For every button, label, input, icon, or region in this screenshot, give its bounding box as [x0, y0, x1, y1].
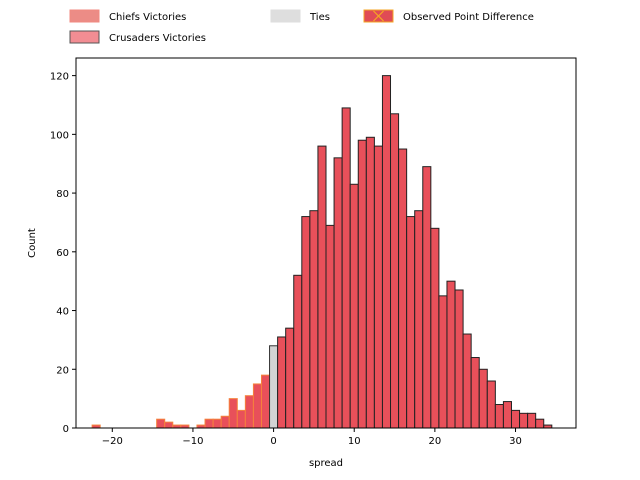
y-tick-label: 40: [56, 307, 69, 318]
bar-crusaders-victories-16: [398, 148, 408, 429]
x-tick-label: 10: [348, 436, 361, 447]
bar-crusaders-victories-3: [293, 274, 303, 429]
x-tick-label: −20: [102, 436, 123, 447]
bar-crusaders-victories-14: [381, 75, 392, 429]
y-tick-label: 100: [50, 130, 69, 141]
y-tick-label: 20: [56, 365, 69, 376]
bar-crusaders-victories-29: [502, 401, 512, 429]
y-tick-label: 0: [63, 424, 69, 435]
bar-chiefs-victories--6: [220, 415, 230, 429]
plot-frame: [75, 57, 577, 429]
bar-crusaders-victories-23: [454, 289, 464, 429]
bar-crusaders-victories-18: [414, 210, 424, 429]
bar-crusaders-victories-8: [333, 157, 343, 429]
bar-chiefs-victories--2: [252, 383, 262, 429]
bar-crusaders-victories-5: [309, 210, 319, 429]
bar-crusaders-victories-21: [438, 295, 448, 429]
bar-crusaders-victories-4: [301, 216, 311, 429]
legend-label: Crusaders Victories: [109, 33, 206, 44]
bar-chiefs-victories--5: [228, 398, 238, 429]
y-tick-label: 80: [56, 189, 69, 200]
legend-entry-ties: Ties: [270, 9, 330, 23]
bar-crusaders-victories-9: [341, 107, 351, 429]
bar-ties-0: [269, 345, 279, 429]
bar-crusaders-victories-19: [422, 166, 432, 429]
bar-chiefs-victories--8: [204, 418, 214, 429]
legend-entry-chiefs-victories: Chiefs Victories: [69, 9, 186, 23]
bar-crusaders-victories-11: [357, 139, 367, 429]
x-tick-label: 0: [270, 436, 276, 447]
x-axis: −20 −10 0 10 20 30: [102, 428, 522, 447]
legend-label: Chiefs Victories: [109, 12, 186, 23]
bar-crusaders-victories-24: [462, 333, 472, 429]
bars: [91, 75, 553, 429]
legend-label: Ties: [309, 12, 330, 23]
x-tick-label: 30: [509, 436, 522, 447]
bar-crusaders-victories-2: [285, 327, 295, 429]
bar-crusaders-victories-32: [527, 412, 537, 429]
bar-crusaders-victories-10: [349, 183, 359, 429]
y-tick-label: 60: [56, 248, 69, 259]
y-axis: 0 20 40 60 80 100 120: [50, 72, 76, 435]
bar-crusaders-victories-13: [373, 145, 383, 429]
bar-chiefs-victories--7: [212, 418, 222, 429]
bar-crusaders-victories-25: [470, 357, 480, 429]
bar-crusaders-victories-12: [365, 136, 375, 429]
legend-label: Observed Point Difference: [403, 12, 534, 23]
bar-chiefs-victories--1: [260, 374, 271, 429]
bar-crusaders-victories-28: [494, 404, 504, 429]
legend-swatch: [69, 30, 100, 44]
legend-swatch: [69, 9, 100, 23]
legend: Chiefs Victories Crusaders Victories Ties O…: [69, 9, 534, 44]
bar-crusaders-victories-20: [430, 227, 440, 429]
bar-crusaders-victories-27: [486, 380, 496, 429]
legend-x-marker: [373, 10, 384, 22]
legend-entry-crusaders-victories: Crusaders Victories: [69, 30, 206, 44]
bar-crusaders-victories-15: [390, 113, 400, 429]
x-tick-label: 20: [429, 436, 442, 447]
x-axis-label: spread: [309, 458, 343, 469]
bar-crusaders-victories-31: [519, 412, 529, 429]
y-axis-label: Count: [27, 228, 38, 258]
legend-entry-observed-point-difference: Observed Point Difference: [363, 9, 534, 23]
bar-crusaders-victories-22: [446, 280, 456, 429]
bar-chiefs-victories--3: [244, 395, 254, 429]
legend-swatch: [270, 9, 301, 23]
y-tick-label: 120: [50, 72, 69, 83]
bar-crusaders-victories-30: [510, 409, 521, 429]
bar-chiefs-victories--4: [236, 409, 246, 429]
x-tick-label: −10: [182, 436, 203, 447]
bar-chiefs-victories--14: [156, 418, 166, 429]
bar-chiefs-victories--13: [164, 421, 174, 429]
bar-crusaders-victories-1: [277, 336, 287, 429]
bar-crusaders-victories-17: [406, 216, 416, 429]
bar-crusaders-victories-6: [317, 145, 327, 429]
bar-crusaders-victories-26: [478, 368, 488, 429]
bar-crusaders-victories-33: [535, 418, 545, 429]
bar-crusaders-victories-7: [325, 224, 335, 429]
